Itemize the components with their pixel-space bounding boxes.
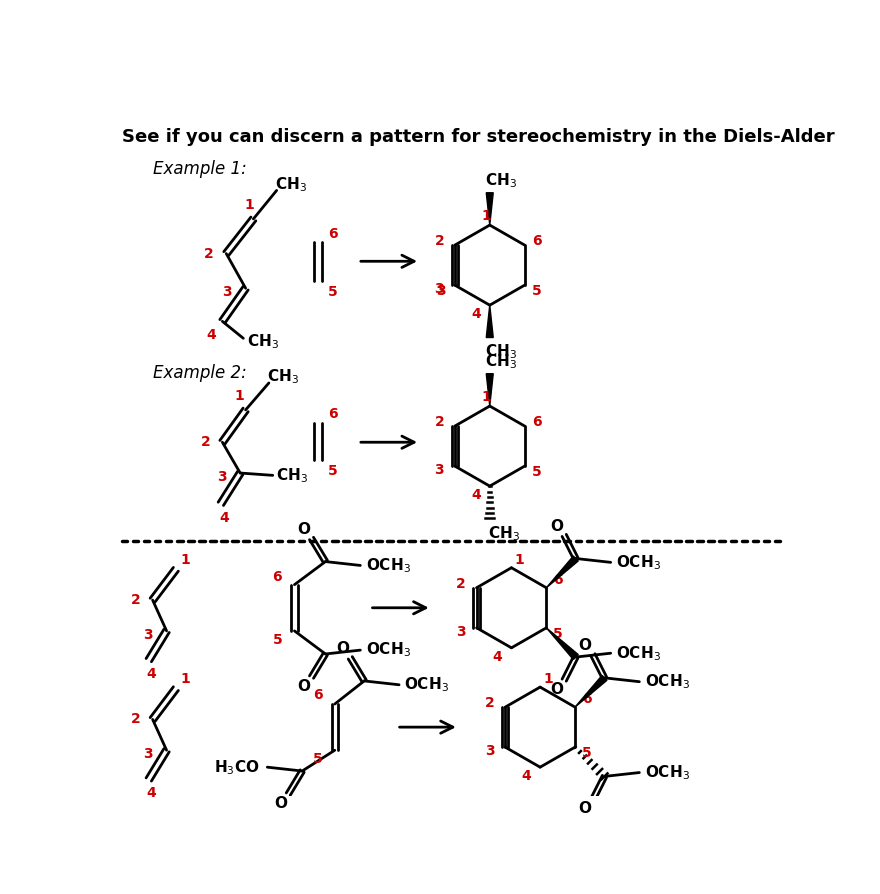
Text: CH$_3$: CH$_3$ [486,342,517,360]
Text: 5: 5 [554,627,563,641]
Text: 4: 4 [146,667,156,681]
Text: 5: 5 [273,633,282,647]
Text: 6: 6 [328,407,338,421]
Text: OCH$_3$: OCH$_3$ [366,641,411,660]
Text: 2: 2 [131,593,141,607]
Text: 2: 2 [435,234,444,249]
Text: 4: 4 [471,488,480,502]
Text: OCH$_3$: OCH$_3$ [366,556,411,575]
Text: 4: 4 [471,308,480,322]
Text: 2: 2 [435,415,444,429]
Text: 2: 2 [485,696,495,710]
Text: 1: 1 [180,553,190,567]
Text: 3: 3 [143,747,153,761]
Text: O: O [297,679,311,694]
Text: 3: 3 [435,282,444,296]
Text: 4: 4 [493,650,502,664]
Text: 6: 6 [313,687,322,702]
Polygon shape [487,374,493,406]
Text: CH$_3$: CH$_3$ [276,466,308,485]
Text: O: O [274,796,287,811]
Text: 4: 4 [521,770,531,783]
Text: 5: 5 [532,284,542,299]
Text: 5: 5 [328,465,338,478]
Text: O: O [297,522,311,536]
Text: CH$_3$: CH$_3$ [267,367,299,386]
Text: 1: 1 [180,672,190,687]
Text: 6: 6 [273,570,282,584]
Text: O: O [550,519,563,534]
Polygon shape [546,628,578,660]
Text: OCH$_3$: OCH$_3$ [616,644,661,662]
Text: 1: 1 [245,198,254,212]
Text: See if you can discern a pattern for stereochemistry in the Diels-Alder: See if you can discern a pattern for ste… [121,128,834,146]
Text: CH$_3$: CH$_3$ [246,333,279,351]
Text: 5: 5 [532,465,542,479]
Text: O: O [336,641,349,656]
Text: 3: 3 [485,744,495,758]
Text: 6: 6 [582,693,591,706]
Text: Example 1:: Example 1: [152,160,246,178]
Text: Example 2:: Example 2: [152,364,246,382]
Text: CH$_3$: CH$_3$ [275,175,306,194]
Text: 2: 2 [204,247,214,260]
Text: 3: 3 [435,463,444,477]
Text: OCH$_3$: OCH$_3$ [645,763,690,782]
Text: 3: 3 [143,628,153,642]
Text: 6: 6 [554,573,563,587]
Text: 1: 1 [543,672,553,687]
Polygon shape [546,556,578,587]
Text: 3: 3 [223,285,231,299]
Text: 4: 4 [146,787,156,800]
Text: 4: 4 [220,510,230,525]
Text: 2: 2 [131,713,141,727]
Text: CH$_3$: CH$_3$ [486,352,517,371]
Polygon shape [487,305,493,338]
Text: 2: 2 [456,577,466,591]
Text: 1: 1 [235,389,245,403]
Text: 6: 6 [532,415,542,429]
Text: 6: 6 [328,227,338,241]
Text: 3: 3 [436,284,445,299]
Text: 5: 5 [312,753,323,766]
Text: OCH$_3$: OCH$_3$ [645,672,690,691]
Text: 5: 5 [582,746,591,760]
Text: 3: 3 [216,470,226,484]
Text: 1: 1 [481,390,491,404]
Text: 1: 1 [514,553,524,567]
Polygon shape [487,193,493,225]
Text: 4: 4 [207,328,216,342]
Text: O: O [550,682,563,697]
Text: 5: 5 [328,285,338,299]
Text: H$_3$CO: H$_3$CO [214,758,259,777]
Text: CH$_3$: CH$_3$ [488,525,520,544]
Text: O: O [579,638,591,653]
Text: OCH$_3$: OCH$_3$ [405,676,450,694]
Text: 2: 2 [201,435,210,449]
Text: CH$_3$: CH$_3$ [486,171,517,190]
Text: 6: 6 [532,234,542,249]
Text: 3: 3 [456,625,466,638]
Text: OCH$_3$: OCH$_3$ [616,553,661,571]
Text: 1: 1 [481,209,491,223]
Polygon shape [575,675,607,707]
Text: O: O [579,801,591,816]
